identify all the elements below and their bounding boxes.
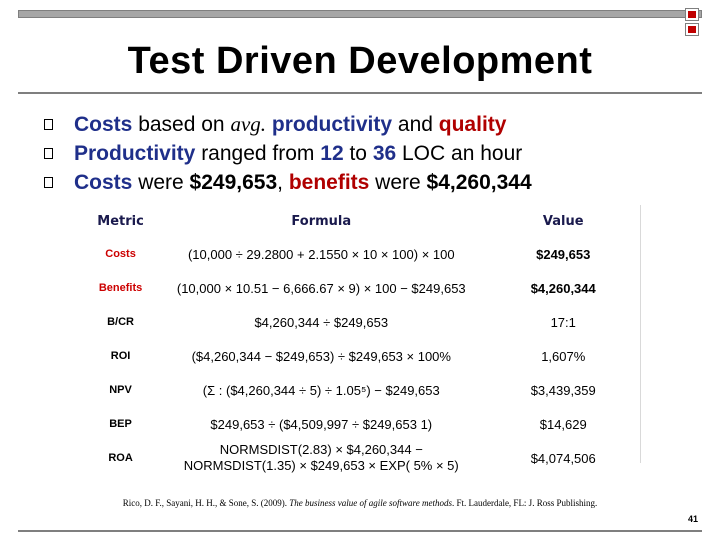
metric-cell: B/CR <box>107 316 134 328</box>
table-row: BEP $249,653 ÷ ($4,509,997 ÷ $249,653 1)… <box>85 407 640 441</box>
slide-title: Test Driven Development <box>127 40 593 82</box>
table-row: ROA NORMSDIST(2.83) × $4,260,344 − NORMS… <box>85 441 640 475</box>
formula-cell: (10,000 ÷ 29.2800 + 2.1550 × 10 × 100) ×… <box>187 246 455 262</box>
square-bullet-icon <box>44 148 53 159</box>
table-row: B/CR $4,260,344 ÷ $249,653 17:1 <box>85 305 640 339</box>
formula-line: NORMSDIST(2.83) × $4,260,344 − <box>219 442 423 457</box>
bullet-list: Costs based on avg. productivity and qua… <box>44 110 704 197</box>
metric-cell: Benefits <box>98 282 143 294</box>
metric-cell: NPV <box>109 384 132 396</box>
bullet-item: Costs based on avg. productivity and qua… <box>44 110 704 139</box>
table-row: NPV (Σ : ($4,260,344 ÷ 5) ÷ 1.05⁵) − $24… <box>85 373 640 407</box>
value-cell: 17:1 <box>550 314 576 330</box>
table-header-row: Metric Formula Value <box>85 205 640 237</box>
header-value: Value <box>542 213 584 229</box>
value-cell: $4,260,344 <box>530 280 596 296</box>
formula-cell: (10,000 × 10.51 − 6,666.67 × 9) × 100 − … <box>176 280 466 296</box>
formula-line: NORMSDIST(1.35) × $249,653 × EXP( 5% × 5… <box>183 458 459 473</box>
formula-cell: NORMSDIST(2.83) × $4,260,344 − NORMSDIST… <box>156 441 486 475</box>
bullet-text: Productivity ranged from 12 to 36 LOC an… <box>74 142 523 165</box>
header-formula: Formula <box>291 213 352 229</box>
value-cell: $4,074,506 <box>530 450 596 466</box>
title-bar-decoration <box>18 10 702 18</box>
formula-cell: (Σ : ($4,260,344 ÷ 5) ÷ 1.05⁵) − $249,65… <box>202 382 440 398</box>
citation: Rico, D. F., Sayani, H. H., & Sone, S. (… <box>122 498 598 508</box>
table-row: Costs (10,000 ÷ 29.2800 + 2.1550 × 10 × … <box>85 237 640 271</box>
table-row: ROI ($4,260,344 − $249,653) ÷ $249,653 ×… <box>85 339 640 373</box>
corner-box-top <box>685 8 699 21</box>
value-cell: $14,629 <box>539 416 587 432</box>
square-bullet-icon <box>44 177 53 188</box>
bullet-text: Costs based on avg. productivity and qua… <box>74 112 507 136</box>
metric-cell: ROA <box>108 452 133 464</box>
header-metric: Metric <box>97 213 144 229</box>
formula-cell: ($4,260,344 − $249,653) ÷ $249,653 × 100… <box>191 348 451 364</box>
bullet-item: Productivity ranged from 12 to 36 LOC an… <box>44 139 704 168</box>
bullet-text: Costs were $249,653, benefits were $4,26… <box>74 171 532 194</box>
bottom-divider <box>18 530 702 532</box>
metric-cell: ROI <box>110 350 131 362</box>
metric-cell: BEP <box>109 418 132 430</box>
corner-box-bottom <box>685 23 699 36</box>
title-divider <box>18 92 702 94</box>
value-cell: $249,653 <box>536 246 591 262</box>
metric-cell: Costs <box>105 248 136 260</box>
formula-cell: $4,260,344 ÷ $249,653 <box>254 314 389 330</box>
bullet-item: Costs were $249,653, benefits were $4,26… <box>44 168 704 197</box>
table-row: Benefits (10,000 × 10.51 − 6,666.67 × 9)… <box>85 271 640 305</box>
value-cell: $3,439,359 <box>530 382 596 398</box>
formula-cell: $249,653 ÷ ($4,509,997 ÷ $249,653 1) <box>210 416 433 432</box>
page-number: 41 <box>687 514 698 524</box>
metrics-table: Metric Formula Value Costs (10,000 ÷ 29.… <box>85 205 641 473</box>
value-cell: 1,607% <box>541 348 586 364</box>
square-bullet-icon <box>44 119 53 130</box>
